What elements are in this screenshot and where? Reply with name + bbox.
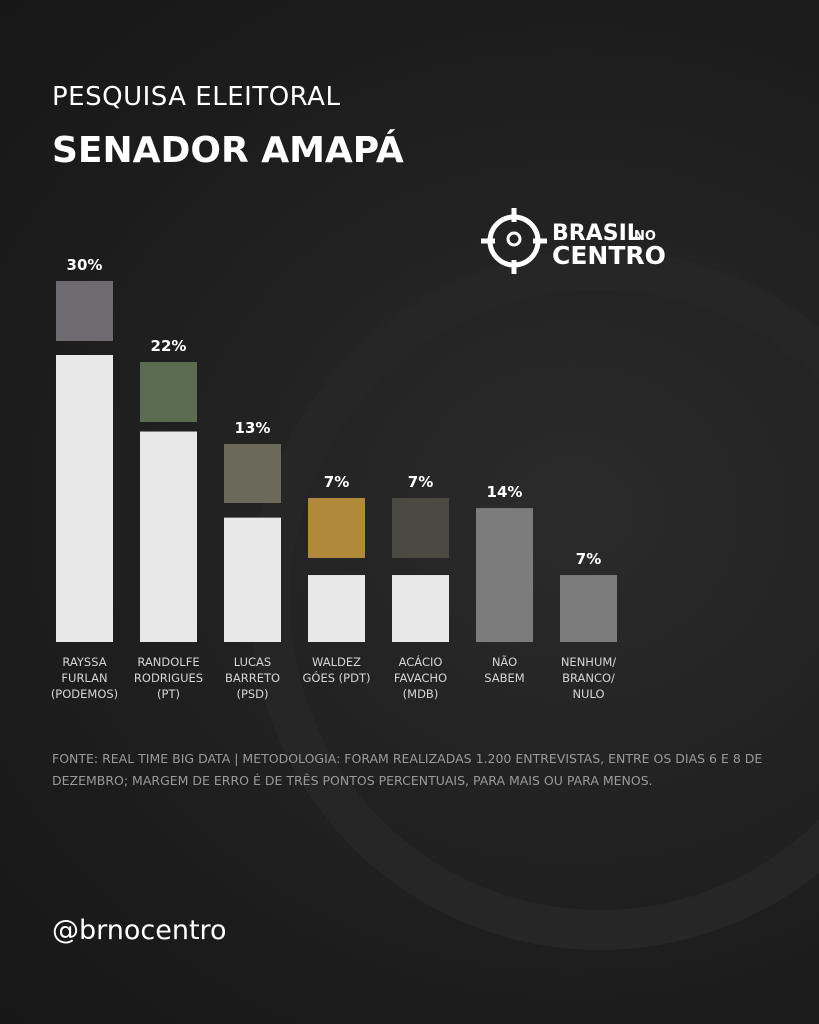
- value-label: 7%: [576, 550, 601, 568]
- photo: [56, 281, 113, 341]
- value-label: 22%: [151, 337, 187, 355]
- bar: [560, 575, 617, 642]
- photo: [140, 362, 197, 422]
- bar: [140, 431, 197, 642]
- value-label: 30%: [67, 256, 103, 274]
- bar: [308, 575, 365, 642]
- brand-top: BRASIL: [552, 221, 641, 246]
- value-label: 7%: [408, 473, 433, 491]
- bar: [392, 575, 449, 642]
- title: SENADOR AMAPÁ: [52, 130, 404, 171]
- logo: BRASIL NO CENTRO: [481, 208, 666, 274]
- source-note: FONTE: REAL TIME BIG DATA | METODOLOGIA:…: [52, 751, 763, 788]
- photo: [308, 498, 365, 558]
- brand-small: NO: [634, 229, 656, 244]
- brand-bottom: CENTRO: [552, 241, 666, 270]
- category-label: LUCAS BARRETO (PSD): [224, 655, 281, 701]
- category-label: NÃO SABEM: [484, 655, 525, 685]
- bar: [224, 517, 281, 642]
- bar: [476, 508, 533, 642]
- subtitle: PESQUISA ELEITORAL: [52, 82, 341, 112]
- photo: [224, 444, 281, 503]
- value-label: 7%: [324, 473, 349, 491]
- bar: [56, 355, 113, 642]
- category-label: RANDOLFE RODRIGUES (PT): [133, 655, 204, 701]
- photos: [56, 281, 449, 558]
- value-label: 14%: [487, 483, 523, 501]
- category-label: RAYSSA FURLAN (PODEMOS): [50, 655, 119, 701]
- category-label: ACÁCIO FAVACHO (MDB): [393, 655, 448, 701]
- photo: [392, 498, 449, 558]
- category-label: WALDEZ GÓES (PDT): [302, 655, 371, 685]
- value-label: 13%: [235, 419, 271, 437]
- handle: @brnocentro: [52, 915, 227, 946]
- category-label: NENHUM/ BRANCO/ NULO: [560, 655, 617, 701]
